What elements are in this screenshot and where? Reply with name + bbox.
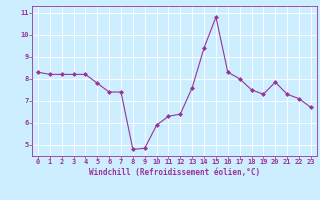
X-axis label: Windchill (Refroidissement éolien,°C): Windchill (Refroidissement éolien,°C) <box>89 168 260 177</box>
